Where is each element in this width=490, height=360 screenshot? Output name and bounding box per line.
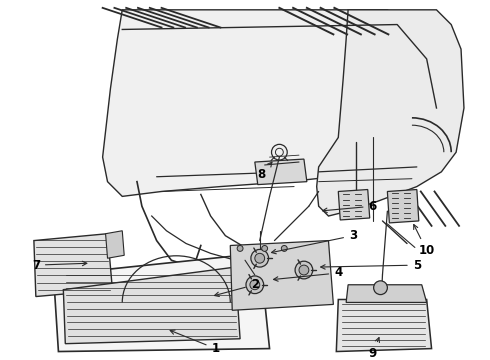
Circle shape: [255, 253, 265, 263]
Polygon shape: [105, 231, 124, 258]
Polygon shape: [388, 189, 419, 223]
Polygon shape: [63, 267, 240, 344]
Circle shape: [281, 246, 287, 251]
Text: 10: 10: [414, 225, 435, 257]
Polygon shape: [338, 189, 370, 220]
Polygon shape: [102, 10, 441, 197]
Circle shape: [295, 261, 313, 279]
Polygon shape: [53, 253, 270, 351]
Circle shape: [246, 276, 264, 294]
Text: 6: 6: [322, 200, 377, 213]
Circle shape: [237, 246, 243, 251]
Text: 1: 1: [170, 330, 220, 355]
Polygon shape: [255, 159, 307, 185]
Polygon shape: [346, 285, 427, 302]
Polygon shape: [317, 10, 464, 216]
Polygon shape: [34, 234, 112, 297]
Text: 5: 5: [320, 258, 421, 272]
Circle shape: [250, 280, 260, 290]
Circle shape: [299, 265, 309, 275]
Polygon shape: [230, 240, 333, 310]
Circle shape: [374, 281, 388, 294]
Text: 4: 4: [273, 266, 343, 281]
Text: 9: 9: [368, 338, 379, 360]
Text: 8: 8: [258, 162, 272, 181]
Text: 3: 3: [271, 229, 357, 254]
Circle shape: [262, 246, 268, 251]
Text: 2: 2: [215, 278, 259, 297]
Text: 7: 7: [32, 258, 87, 272]
Circle shape: [251, 249, 269, 267]
Polygon shape: [336, 300, 432, 351]
